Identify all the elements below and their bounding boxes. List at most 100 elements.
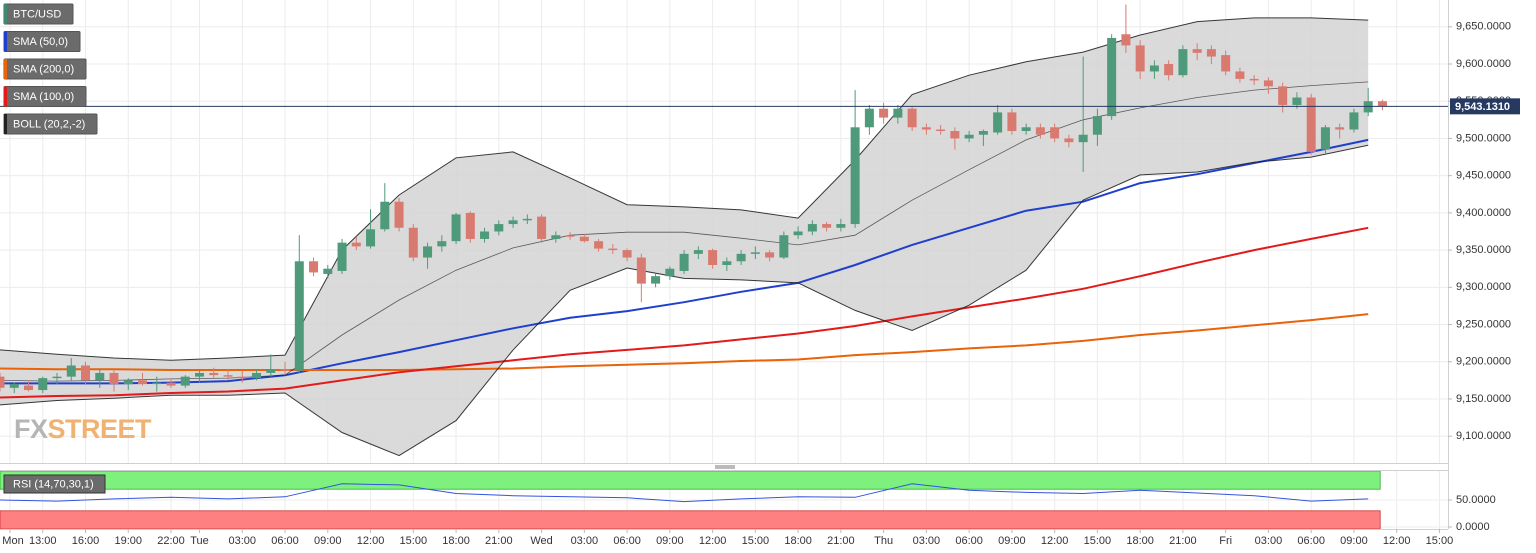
candle-body: [351, 242, 361, 247]
candle-body: [551, 235, 561, 239]
x-tick-label: 21:00: [485, 535, 513, 547]
candle-body: [850, 127, 860, 225]
candle-body: [1249, 78, 1259, 81]
x-tick-label: 12:00: [1041, 535, 1069, 547]
candle-body: [323, 268, 333, 274]
x-tick-label: 12:00: [1383, 535, 1411, 547]
candle-body: [921, 127, 931, 130]
x-tick-label: 16:00: [72, 535, 100, 547]
candle-body: [1292, 97, 1302, 105]
candle-body: [366, 229, 376, 247]
candle-body: [508, 220, 518, 225]
legend-label: BOLL (20,2,-2): [13, 118, 85, 130]
last-price-box: [1450, 98, 1520, 115]
candle-body: [665, 268, 675, 277]
candle-body: [950, 131, 960, 139]
candle-body: [494, 224, 504, 232]
candle-body: [594, 241, 604, 249]
candle-body: [579, 236, 589, 242]
oversold-zone: [0, 510, 1381, 530]
candle-body: [864, 108, 874, 128]
sma-line: [0, 226, 1369, 399]
x-tick-label: 19:00: [115, 535, 143, 547]
x-tick-label: 21:00: [1169, 535, 1197, 547]
candle-body: [636, 257, 646, 284]
y-tick-label: 9,600.0000: [1456, 58, 1511, 70]
x-tick-label: 15:00: [1084, 535, 1112, 547]
candle-body: [822, 224, 832, 228]
y-tick-label: 9,650.0000: [1456, 21, 1511, 33]
y-tick-label: 9,350.0000: [1456, 244, 1511, 256]
legend-swatch: [4, 86, 7, 107]
legend-swatch: [4, 4, 7, 24]
candle-body: [166, 382, 176, 386]
candle-body: [465, 212, 475, 239]
x-tick-label: Wed: [530, 535, 552, 547]
candle-body: [993, 112, 1003, 133]
x-tick-label: 06:00: [955, 535, 983, 547]
watermark: FXSTREET: [14, 414, 152, 444]
candle-body: [9, 384, 19, 388]
candle-body: [1349, 112, 1359, 130]
candle-body: [480, 231, 490, 239]
candle-body: [1320, 127, 1330, 150]
candle-body: [38, 378, 48, 391]
indicator-label-box[interactable]: [3, 474, 106, 494]
last-price-label: 9,543.1310: [1455, 101, 1510, 113]
y-tick-label: 9,100.0000: [1456, 430, 1511, 442]
candle-body: [180, 376, 190, 386]
axes: Mon 13:00 16:00 19:00 22:00 Tue 03:00 06:00 09:0…: [2, 21, 1511, 547]
x-tick-label: 09:00: [314, 535, 342, 547]
candle-body: [1050, 127, 1060, 139]
x-tick-label: 13:00: [29, 535, 57, 547]
y-tick-label: 9,200.0000: [1456, 356, 1511, 368]
candle-body: [152, 382, 162, 385]
x-tick-label: 03:00: [571, 535, 599, 547]
y-tick-label: 9,150.0000: [1456, 393, 1511, 405]
legend-swatch: [4, 31, 7, 52]
watermark-fx: FX: [14, 414, 48, 444]
x-tick-label: 21:00: [827, 535, 855, 547]
y-tick-label: 9,450.0000: [1456, 170, 1511, 182]
candle-body: [1221, 55, 1231, 72]
candle-body: [1135, 45, 1145, 72]
candle-body: [1064, 138, 1074, 143]
x-tick-label: 15:00: [400, 535, 428, 547]
candle-body: [123, 380, 133, 385]
candle-body: [24, 385, 34, 391]
candle-body: [1021, 127, 1031, 132]
candle-body: [1092, 116, 1102, 135]
candle-body: [138, 380, 148, 385]
candle-body: [651, 276, 661, 284]
candle-body: [1235, 71, 1245, 79]
candle-body: [907, 108, 917, 128]
watermark-street: STREET: [48, 414, 153, 444]
candle-body: [1278, 86, 1288, 105]
candle-body: [1306, 97, 1316, 152]
candle-body: [209, 372, 219, 376]
candle-body: [1263, 80, 1273, 87]
overlay: 9,543.1310 BTC/USD SMA (50,0) SMA (200,0) SM…: [3, 3, 1520, 494]
candle-body: [1107, 37, 1117, 117]
pane-resize-handle[interactable]: [715, 465, 735, 469]
candle-body: [109, 372, 119, 385]
candle-body: [693, 250, 703, 254]
x-tick-label: 18:00: [1126, 535, 1154, 547]
x-tick-label: 06:00: [1297, 535, 1325, 547]
candle-body: [451, 214, 461, 242]
candle-body: [936, 129, 946, 132]
candle-body: [1035, 127, 1045, 135]
x-tick-label: Thu: [874, 535, 893, 547]
plot-marks: [0, 4, 1448, 530]
x-tick-label: 09:00: [1340, 535, 1368, 547]
x-tick-label: 03:00: [913, 535, 941, 547]
y-tick-label: 9,500.0000: [1456, 132, 1511, 144]
bollinger-lower: [0, 144, 1369, 457]
candle-body: [337, 242, 347, 271]
x-tick-label: 18:00: [442, 535, 470, 547]
candle-body: [1078, 134, 1088, 143]
bollinger-upper: [0, 17, 1369, 361]
candle-body: [522, 218, 532, 221]
candle-body: [1206, 49, 1216, 57]
